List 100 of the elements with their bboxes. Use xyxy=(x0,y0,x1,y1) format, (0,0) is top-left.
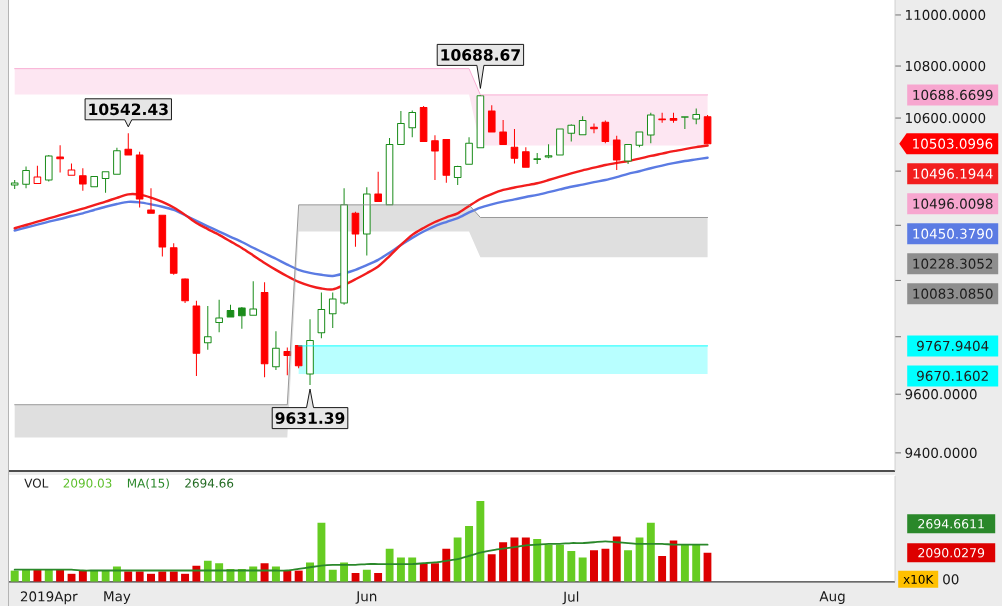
bar xyxy=(374,572,383,582)
candlestick xyxy=(113,147,121,176)
text: 10503.0996 xyxy=(913,138,993,149)
candlestick xyxy=(124,132,133,156)
candlestick xyxy=(408,109,417,138)
text: 10228.3052 xyxy=(913,258,993,269)
bar xyxy=(544,544,553,582)
bar xyxy=(510,537,519,582)
text: 9670.1602 xyxy=(917,370,988,381)
candlestick xyxy=(692,107,701,125)
x-tick-label: Jun xyxy=(355,591,377,604)
candlestick xyxy=(556,128,564,156)
candlestick xyxy=(669,112,678,124)
annotation: 9631.39 xyxy=(275,412,345,424)
candlestick xyxy=(158,214,167,258)
bar xyxy=(476,501,485,582)
candlestick xyxy=(590,122,598,134)
annotation: 10688.67 xyxy=(441,49,520,61)
candlestick xyxy=(533,152,541,165)
x-tick-label: 2019Apr xyxy=(20,591,78,605)
bar xyxy=(419,563,428,582)
candlestick xyxy=(67,162,76,176)
candlestick xyxy=(635,131,644,148)
candlestick xyxy=(215,299,223,333)
line-series xyxy=(13,156,709,278)
candlestick xyxy=(578,115,587,136)
candlestick xyxy=(306,318,314,386)
text: 2694.6611 xyxy=(918,519,984,529)
text: 2694.66 xyxy=(185,478,234,488)
candlestick xyxy=(260,281,269,378)
bar xyxy=(249,566,258,582)
bar xyxy=(215,563,224,582)
bar xyxy=(385,548,394,582)
candlestick xyxy=(465,136,473,165)
text: 00 xyxy=(943,574,959,585)
candlestick xyxy=(431,134,439,181)
bar xyxy=(328,569,337,582)
annotation: 10542.43 xyxy=(89,103,168,116)
candlestick xyxy=(476,94,485,149)
bar xyxy=(692,544,701,582)
candlestick xyxy=(624,144,632,165)
text: 10688.6699 xyxy=(913,89,993,100)
candlestick xyxy=(351,211,360,248)
bar xyxy=(680,544,689,582)
candlestick xyxy=(510,128,519,164)
candlestick xyxy=(226,304,235,318)
bar xyxy=(465,526,474,582)
line-series xyxy=(13,144,709,291)
candlestick xyxy=(453,165,462,186)
bar xyxy=(612,536,621,582)
bar xyxy=(533,539,542,582)
y-tick-label: 10600.0000 xyxy=(906,112,986,124)
bar xyxy=(260,563,269,582)
x-tick-label: May xyxy=(104,591,131,604)
bar xyxy=(271,566,280,582)
candlestick xyxy=(499,119,507,145)
candlestick xyxy=(169,242,178,276)
y-tick-label: 11000.0000 xyxy=(906,9,986,21)
text: 10450.3790 xyxy=(913,228,993,239)
candlestick xyxy=(419,105,428,143)
candlestick xyxy=(147,187,155,214)
text: 10083.0850 xyxy=(913,288,993,299)
bar xyxy=(499,542,508,582)
candlestick xyxy=(135,151,144,209)
candlestick xyxy=(192,300,201,377)
text: 9767.9404 xyxy=(917,340,989,351)
candlestick xyxy=(56,144,64,173)
bar xyxy=(442,548,451,582)
x-tick-label: Aug xyxy=(819,591,845,604)
candlestick xyxy=(33,165,42,185)
candlestick xyxy=(79,167,87,192)
candlestick xyxy=(340,187,348,306)
bar xyxy=(112,566,121,582)
bar xyxy=(624,550,633,582)
text: 2090.03 xyxy=(63,478,112,488)
x-tick-label: Jul xyxy=(562,591,579,605)
y-tick-label: 10800.0000 xyxy=(906,60,986,72)
candlestick xyxy=(238,306,246,330)
candlestick xyxy=(90,175,98,188)
candlestick xyxy=(272,330,280,371)
candlestick xyxy=(44,154,53,183)
candlestick xyxy=(22,166,30,189)
text: MA(15) xyxy=(127,478,169,490)
text: 10496.0098 xyxy=(913,198,993,209)
candlestick xyxy=(487,104,496,133)
candlestick xyxy=(249,280,258,316)
candlestick xyxy=(703,114,712,145)
chart-title: VOL xyxy=(24,478,49,488)
candlestick xyxy=(203,305,212,351)
candlestick xyxy=(181,277,189,304)
candlestick xyxy=(397,110,405,145)
candlestick xyxy=(294,345,303,369)
bar xyxy=(430,563,439,582)
candlestick xyxy=(601,119,610,144)
candlestick xyxy=(544,143,553,159)
bar xyxy=(589,550,598,582)
candlestick xyxy=(646,112,655,144)
y-tick-label: 9400.0000 xyxy=(905,447,977,458)
candlestick xyxy=(385,137,394,206)
candlestick xyxy=(317,291,326,339)
